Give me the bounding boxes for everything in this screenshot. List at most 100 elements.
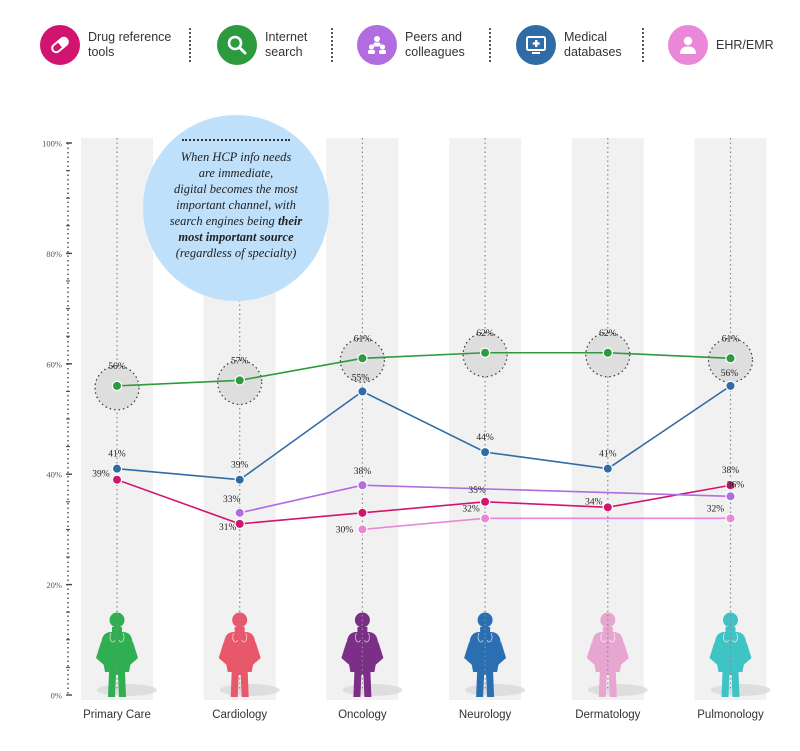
data-point	[234, 474, 245, 485]
data-point	[234, 507, 245, 519]
y-tick-label: 80%	[46, 249, 62, 259]
data-point	[357, 507, 368, 519]
legend-item-ehr-emr: EHR/EMR	[668, 23, 800, 67]
y-tick-label: 20%	[46, 580, 62, 590]
legend-label-internet-l1: Internet	[265, 30, 308, 44]
callout-line: search engines being	[169, 214, 278, 228]
callout-bold: their	[277, 214, 303, 228]
y-tick-label: 40%	[46, 470, 62, 480]
series-line	[116, 478, 731, 525]
data-label: 57%	[231, 356, 249, 366]
data-label: 36%	[727, 480, 745, 490]
x-tick-label: Oncology	[338, 709, 387, 721]
data-point	[479, 347, 491, 358]
legend-separator	[489, 28, 491, 62]
data-label: 62%	[476, 329, 494, 339]
data-label: 31%	[219, 523, 237, 533]
data-point	[357, 386, 368, 397]
legend-label-internet-l2: search	[265, 45, 303, 59]
legend-label-drug-l2: tools	[88, 45, 115, 59]
legend-item-internet-search: Internet search	[217, 23, 351, 67]
data-label: 61%	[354, 334, 372, 344]
data-label: 39%	[231, 461, 249, 471]
pill-icon	[40, 25, 80, 65]
monitor-cross-icon	[516, 25, 556, 65]
data-label: 38%	[354, 467, 372, 477]
legend-label-peers-l2: colleagues	[405, 45, 465, 59]
data-point	[725, 353, 736, 364]
callout-text: When HCP info needs are immediate, digit…	[159, 149, 313, 261]
figure-stethoscope	[355, 632, 370, 643]
data-label: 38%	[722, 466, 740, 476]
figure-stethoscope	[477, 632, 493, 643]
figure-arms	[464, 642, 507, 665]
x-tick-label: Pulmonology	[697, 709, 764, 721]
legend-item-peers-colleagues: Peers and colleagues	[357, 23, 491, 67]
x-tick-label: Dermatology	[575, 709, 640, 721]
person-icon	[668, 25, 708, 65]
figure-stethoscope	[109, 632, 125, 643]
x-tick-label: Primary Care	[83, 709, 151, 721]
legend-label-ehr-l1: EHR/EMR	[716, 37, 774, 52]
data-point	[111, 463, 123, 474]
figure-arms	[586, 642, 629, 665]
figure-shadow	[342, 684, 403, 696]
data-label: 30%	[336, 525, 354, 535]
figure-shadow	[97, 684, 157, 696]
callout-rule	[182, 139, 290, 141]
data-point	[111, 380, 123, 392]
data-label: 33%	[223, 495, 241, 505]
data-point	[725, 491, 736, 502]
data-point	[357, 524, 368, 535]
callout-line: are immediate,	[198, 166, 274, 180]
series-line	[116, 351, 731, 387]
data-label: 61%	[722, 334, 740, 344]
data-label: 35%	[468, 486, 486, 496]
x-tick-label: Neurology	[459, 709, 512, 721]
search-icon	[217, 25, 257, 65]
people-icon	[357, 25, 397, 65]
figure-arms	[341, 642, 384, 665]
data-point	[602, 463, 614, 474]
data-label: 56%	[721, 369, 739, 379]
data-label: 55%	[352, 373, 370, 383]
data-label: 62%	[599, 329, 617, 339]
data-point	[725, 380, 736, 392]
legend: Drug reference tools Internet search Peers…	[0, 0, 800, 90]
data-label: 44%	[476, 433, 494, 443]
data-point	[479, 496, 491, 507]
figure-arms	[709, 642, 752, 665]
legend-item-drug-reference-tools: Drug reference tools	[40, 23, 174, 67]
data-label: 39%	[92, 470, 110, 480]
figure-stethoscope	[232, 632, 248, 643]
figure-shadow	[465, 684, 526, 696]
data-label: 32%	[707, 504, 725, 514]
callout-bold: most important source	[178, 230, 294, 244]
data-point	[479, 513, 491, 524]
series-line	[116, 385, 731, 481]
figure-shadow	[219, 684, 280, 696]
data-point	[111, 474, 123, 485]
data-point	[725, 480, 736, 491]
callout-bubble: When HCP info needs are immediate, digit…	[143, 115, 329, 301]
data-label: 34%	[585, 497, 603, 507]
legend-label-drug-l1: Drug reference	[88, 30, 172, 44]
data-point	[602, 502, 614, 513]
data-label: 56%	[108, 362, 126, 372]
figure-shadow	[710, 684, 771, 696]
legend-label-peers-l1: Peers and	[405, 30, 462, 44]
callout-line: important channel, with	[176, 198, 296, 212]
legend-separator	[189, 28, 191, 62]
data-label: 32%	[462, 504, 480, 514]
data-point	[602, 347, 614, 358]
data-point	[234, 518, 245, 530]
legend-separator	[331, 28, 333, 62]
series-line	[362, 517, 731, 531]
legend-item-medical-databases: Medical databases	[516, 23, 650, 67]
data-point	[479, 446, 491, 458]
callout-line: When HCP info needs	[180, 150, 292, 164]
y-tick-label: 100%	[42, 139, 62, 149]
figure-arms	[218, 642, 261, 665]
figure-arms	[96, 642, 138, 665]
